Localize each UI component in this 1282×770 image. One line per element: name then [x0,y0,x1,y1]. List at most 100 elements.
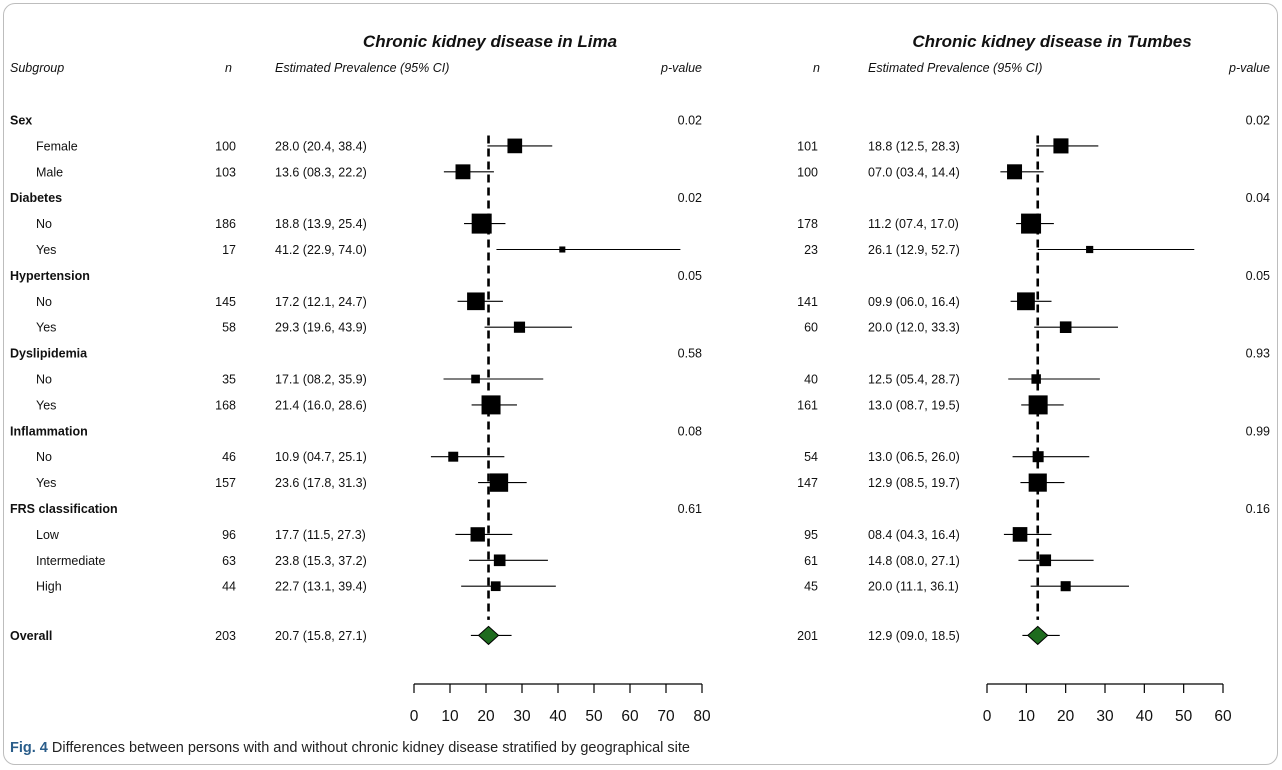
panel-1-estimate-marker [559,246,566,253]
panel-1-header-estimate: Estimated Prevalence (95% CI) [275,61,449,75]
panel-2-n-value: 101 [797,139,818,153]
panel-2-pvalue: 0.04 [1246,191,1270,205]
panel-1-pvalue: 0.02 [678,114,702,128]
panel-1-estimate-marker [507,138,523,154]
panel-1-n-value: 103 [215,165,236,179]
panel-2-ci-text: 11.2 (07.4, 17.0) [868,217,959,231]
panel-1-ci-text: 18.8 (13.9, 25.4) [275,217,367,231]
subgroup-label: No [36,373,52,387]
panel-2-n-value: 23 [804,243,818,257]
panel-1-n-value: 168 [215,398,236,412]
panel-2-estimate-marker [1086,245,1094,254]
header-subgroup: Subgroup [10,61,64,75]
subgroup-label: Low [36,528,60,542]
panel-1-n-value: 145 [215,295,236,309]
subgroup-label: Female [36,139,78,153]
group-label: Sex [10,114,32,128]
panel-1-ci-text: 21.4 (16.0, 28.6) [275,398,367,412]
panel-1-estimate-marker [467,292,485,311]
panel-2-ci-text: 12.9 (08.5, 19.7) [868,476,960,490]
group-label: Inflammation [10,424,88,438]
panel-2-n-value: 201 [797,629,818,643]
panel-1-n-value: 203 [215,629,236,643]
panel-1-header-n: n [225,61,232,75]
panel-2-overall-diamond [1026,625,1049,646]
panel-2-pvalue: 0.05 [1246,269,1270,283]
panel-1-ci-text: 17.7 (11.5, 27.3) [275,528,366,542]
subgroup-label: No [36,295,52,309]
panel-1-n-value: 186 [215,217,236,231]
panel-1-n-value: 35 [222,373,236,387]
panel-2-x-tick-label: 30 [1096,708,1114,725]
panel-1-estimate-marker [455,164,471,180]
panel-1-ci-text: 17.2 (12.1, 24.7) [275,295,367,309]
panel-2-n-value: 61 [804,554,818,568]
panel-2-ci-text: 14.8 (08.0, 27.1) [868,554,960,568]
panel-2-n-value: 100 [797,165,818,179]
panel-1-ci-text: 23.8 (15.3, 37.2) [275,554,367,568]
panel-2-estimate-marker [1028,473,1047,492]
panel-2-ci-text: 09.9 (06.0, 16.4) [868,295,960,309]
panel-2-x-tick-label: 60 [1214,708,1232,725]
panel-1-x-tick-label: 30 [513,708,531,725]
panel-2-ci-text: 18.8 (12.5, 28.3) [868,139,960,153]
panel-1-estimate-marker [481,395,501,415]
panel-1-ci-text: 17.1 (08.2, 35.9) [275,373,367,387]
panel-1-n-value: 58 [222,321,236,335]
panel-1-n-value: 63 [222,554,236,568]
panel-1-estimate-marker [493,554,506,567]
subgroup-label: Yes [36,321,56,335]
panel-1-ci-text: 22.7 (13.1, 39.4) [275,580,367,594]
panel-1-pvalue: 0.02 [678,191,702,205]
panel-2-ci-text: 08.4 (04.3, 16.4) [868,528,960,542]
panel-2-n-value: 178 [797,217,818,231]
panel-2-x-tick-label: 50 [1175,708,1193,725]
panel-1-n-value: 157 [215,476,236,490]
panel-2-x-tick-label: 10 [1018,708,1036,725]
overall-label: Overall [10,629,52,643]
panel-1-pvalue: 0.08 [678,424,702,438]
panel-2-pvalue: 0.16 [1246,502,1270,516]
panel-1-n-value: 17 [222,243,236,257]
panel-1-estimate-marker [490,581,501,592]
panel-1-estimate-marker [471,374,480,384]
panel-2-n-value: 147 [797,476,818,490]
panel-2-n-value: 141 [797,295,818,309]
panel-1-x-tick-label: 0 [410,708,419,725]
panel-2-ci-text: 07.0 (03.4, 14.4) [868,165,960,179]
group-label: Hypertension [10,269,90,283]
figure-caption: Fig. 4 Differences between persons with … [10,740,690,756]
panel-2-header-estimate: Estimated Prevalence (95% CI) [868,61,1042,75]
panel-2-estimate-marker [1059,321,1072,334]
panel-2-header-n: n [813,61,820,75]
panel-2-estimate-marker [1007,164,1023,180]
panel-2-header-pvalue: p-value [1228,61,1270,75]
panel-1-estimate-marker [448,451,459,462]
panel-2-pvalue: 0.99 [1246,424,1270,438]
panel-1-ci-text: 41.2 (22.9, 74.0) [275,243,367,257]
panel-1-estimate-marker [471,213,492,234]
panel-2-estimate-marker [1028,395,1048,415]
panel-1-x-tick-label: 80 [693,708,711,725]
panel-2-ci-text: 12.5 (05.4, 28.7) [868,373,960,387]
panel-1-title: Chronic kidney disease in Lima [363,32,617,51]
panel-2-pvalue: 0.93 [1246,347,1270,361]
panel-2-estimate-marker [1039,554,1052,567]
panel-2-x-tick-label: 40 [1136,708,1154,725]
figure-frame [3,3,1278,765]
panel-2-title: Chronic kidney disease in Tumbes [912,32,1191,51]
panel-2-ci-text: 12.9 (09.0, 18.5) [868,629,960,643]
group-label: Diabetes [10,191,62,205]
panel-1-n-value: 100 [215,139,236,153]
panel-1-x-tick-label: 60 [621,708,639,725]
panel-2-n-value: 45 [804,580,818,594]
panel-2-estimate-marker [1032,451,1044,463]
panel-2-estimate-marker [1060,581,1071,592]
subgroup-label: No [36,450,52,464]
panel-2-estimate-marker [1031,374,1041,384]
panel-2-n-value: 40 [804,373,818,387]
panel-2-ci-text: 26.1 (12.9, 52.7) [868,243,960,257]
subgroup-label: Yes [36,398,56,412]
panel-1-x-tick-label: 70 [657,708,675,725]
panel-2-ci-text: 20.0 (12.0, 33.3) [868,321,960,335]
